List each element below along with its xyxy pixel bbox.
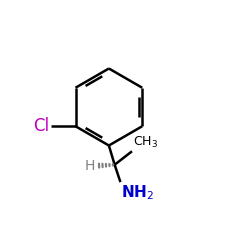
Text: NH$_2$: NH$_2$ xyxy=(122,183,154,202)
Text: H: H xyxy=(85,159,95,173)
Text: Cl: Cl xyxy=(34,117,50,135)
Text: CH$_3$: CH$_3$ xyxy=(133,135,158,150)
